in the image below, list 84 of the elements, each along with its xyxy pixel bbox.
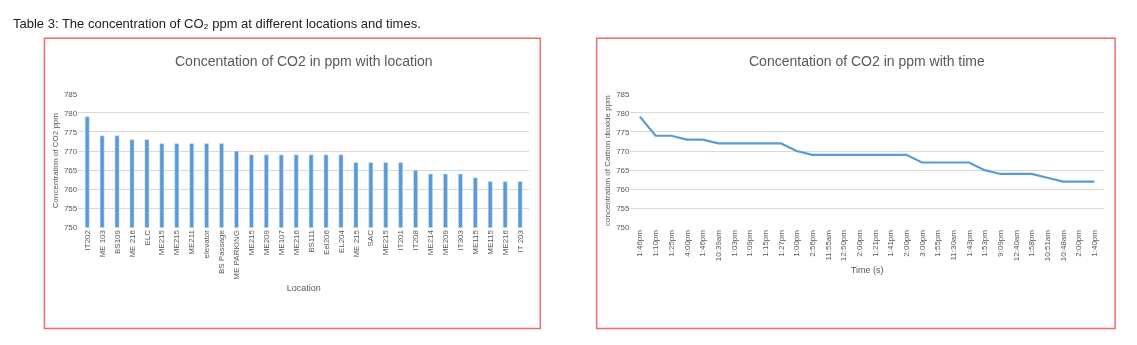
x-tick-label: elevator [202, 229, 212, 259]
x-tick-label: 1:46pm [635, 229, 645, 257]
x-tick-label: 4:00pm [682, 229, 692, 257]
x-tick-label: IT303 [455, 229, 465, 251]
y-axis-title: concentration of Carbon dioxide ppm [602, 94, 612, 226]
x-tick-label: 1:15pm [760, 229, 770, 257]
y-tick-label: 765 [616, 165, 631, 175]
x-tick-label: ME215 [157, 229, 167, 256]
y-tick-label: 750 [63, 223, 78, 233]
x-tick-label: 1:43pm [964, 229, 974, 257]
x-tick-label: 9:09pm [995, 229, 1005, 257]
y-tick-label: 770 [616, 146, 631, 156]
x-tick-label: ELC [142, 229, 152, 246]
x-tick-label: ME209 [441, 229, 451, 256]
x-tick-label: 1:03pm [729, 229, 739, 257]
x-tick-label: 1:25pm [666, 229, 676, 257]
x-tick-label: 10:51am [1043, 229, 1053, 262]
x-tick-label: ME107 [276, 229, 286, 256]
y-tick-label: 755 [63, 204, 78, 214]
x-tick-label: IT201 [396, 229, 406, 251]
x-tick-label: 11:55am [823, 229, 833, 261]
x-tick-label: 12:40am [1011, 229, 1021, 262]
x-tick-label: BS109 [112, 229, 122, 255]
x-tick-label: 1:27pm [776, 229, 786, 257]
x-tick-label: BS111 [306, 229, 316, 253]
x-tick-label: 1:21pm [870, 229, 880, 257]
x-tick-label: 1:09pm [745, 229, 755, 257]
chart-title: Concentation of CO2 in ppm with time [749, 53, 985, 69]
y-tick-label: 760 [63, 185, 78, 195]
x-tick-label: ME215 [247, 229, 257, 256]
x-tick-label: ME 103 [97, 229, 107, 258]
x-tick-label: IT202 [82, 229, 92, 251]
y-tick-label: 765 [63, 165, 78, 175]
x-tick-label: SAC [366, 229, 376, 247]
x-tick-label: 3:00pm [917, 229, 927, 257]
x-tick-label: ME 215 [351, 229, 361, 258]
chart-title: Concentation of CO2 in ppm with location [175, 53, 433, 69]
x-tick-label: 2:00pm [1074, 229, 1084, 257]
x-tick-label: ME 216 [127, 229, 137, 258]
line-series [638, 115, 1096, 183]
y-tick-label: 775 [616, 127, 631, 137]
y-tick-label: 755 [616, 204, 631, 214]
y-tick-label: 785 [616, 89, 631, 99]
y-tick-label: 770 [63, 146, 78, 156]
y-axis-title: Concentration of CO2 ppm [50, 112, 60, 209]
x-tick-label: 2:00pm [854, 229, 864, 257]
x-tick-label: 11:30am [948, 229, 958, 261]
x-axis-title: Location [286, 283, 321, 294]
x-tick-label: ME216 [291, 229, 301, 256]
x-tick-label: 12:50pm [839, 229, 849, 262]
x-tick-label: 1:58pm [1027, 229, 1037, 257]
x-tick-label: ME PARKING [232, 230, 242, 280]
x-tick-label: 10:48am [1058, 229, 1068, 262]
x-tick-label: ME115 [485, 229, 495, 255]
y-tick-label: 785 [63, 89, 78, 99]
x-tick-label: 1:46pm [698, 229, 708, 257]
x-tick-label: ME209 [261, 229, 271, 256]
x-tick-label: 1:40pm [1090, 229, 1100, 257]
x-axis-title: Time (s) [850, 264, 884, 275]
x-tick-label: IT208 [411, 229, 421, 251]
x-tick-label: 1:41pm [886, 229, 896, 257]
x-tick-label: ME211 [187, 229, 197, 255]
x-tick-label: ME115 [470, 229, 480, 255]
x-tick-label: ME215 [172, 229, 182, 256]
caption: Table 3: The concentration of CO₂ ppm at different locations and times. [13, 16, 421, 31]
x-tick-label: BS Passage [217, 229, 227, 275]
x-tick-label: 1:55pm [933, 229, 943, 257]
y-tick-label: 780 [616, 108, 631, 118]
x-tick-label: ME216 [500, 229, 510, 256]
x-tick-label: IT 203 [515, 229, 525, 253]
y-tick-label: 760 [616, 185, 631, 195]
y-tick-label: 780 [63, 108, 78, 118]
x-tick-label: 2:00pm [901, 229, 911, 257]
x-tick-label: 1:53pm [980, 229, 990, 257]
x-tick-label: EL204 [336, 229, 346, 254]
x-tick-label: 10:39am [713, 229, 723, 262]
y-tick-label: 775 [63, 127, 78, 137]
x-tick-label: ME214 [426, 229, 436, 256]
x-tick-label: Eel206 [321, 229, 331, 255]
x-tick-label: 1:10pm [651, 229, 661, 257]
y-tick-label: 750 [616, 223, 631, 233]
x-tick-label: ME215 [381, 229, 391, 256]
x-tick-label: 1:00pm [792, 229, 802, 257]
x-tick-label: 2:56pm [807, 229, 817, 257]
